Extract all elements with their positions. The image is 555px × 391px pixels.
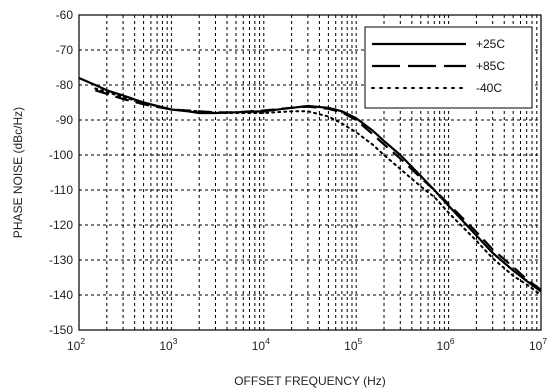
y-tick-label: -120 [49,218,73,232]
y-tick-label: -80 [56,78,74,92]
x-tick-label: 106 [437,336,455,353]
y-tick-label: -110 [50,183,73,197]
y-tick-label: -150 [49,323,73,337]
y-tick-label: -90 [56,113,74,127]
y-tick-label: -100 [49,148,73,162]
plot-frame [78,14,542,331]
legend-label: +85C [476,59,505,73]
series-layer [78,76,542,296]
x-tick-label: 103 [159,336,177,353]
grid [78,15,541,330]
series-line-2 [94,89,542,291]
x-tick-label: 107 [529,336,547,353]
y-tick-label: -70 [56,43,74,57]
x-tick-label: 105 [344,336,362,353]
y-tick-label: -140 [49,288,73,302]
series-line-3 [94,87,542,296]
x-tick-labels: 102 103 104 105 106 107 [67,336,547,353]
x-tick-label: 104 [252,336,270,353]
legend-box [364,26,533,109]
y-tick-labels: -60 -70 -80 -90 -100 -110 -120 -130 -140 -150 [49,8,73,337]
legend-label: -40C [476,81,502,95]
x-axis-title: OFFSET FREQUENCY (Hz) [234,374,386,388]
series-line-1 [78,76,542,293]
legend: +25C +85C -40C [364,26,533,109]
y-tick-label: -130 [49,253,73,267]
y-tick-label: -60 [56,8,74,22]
legend-label: +25C [476,37,505,51]
y-axis-title: PHASE NOISE (dBc/Hz) [11,107,25,238]
x-tick-label: 102 [67,336,85,353]
